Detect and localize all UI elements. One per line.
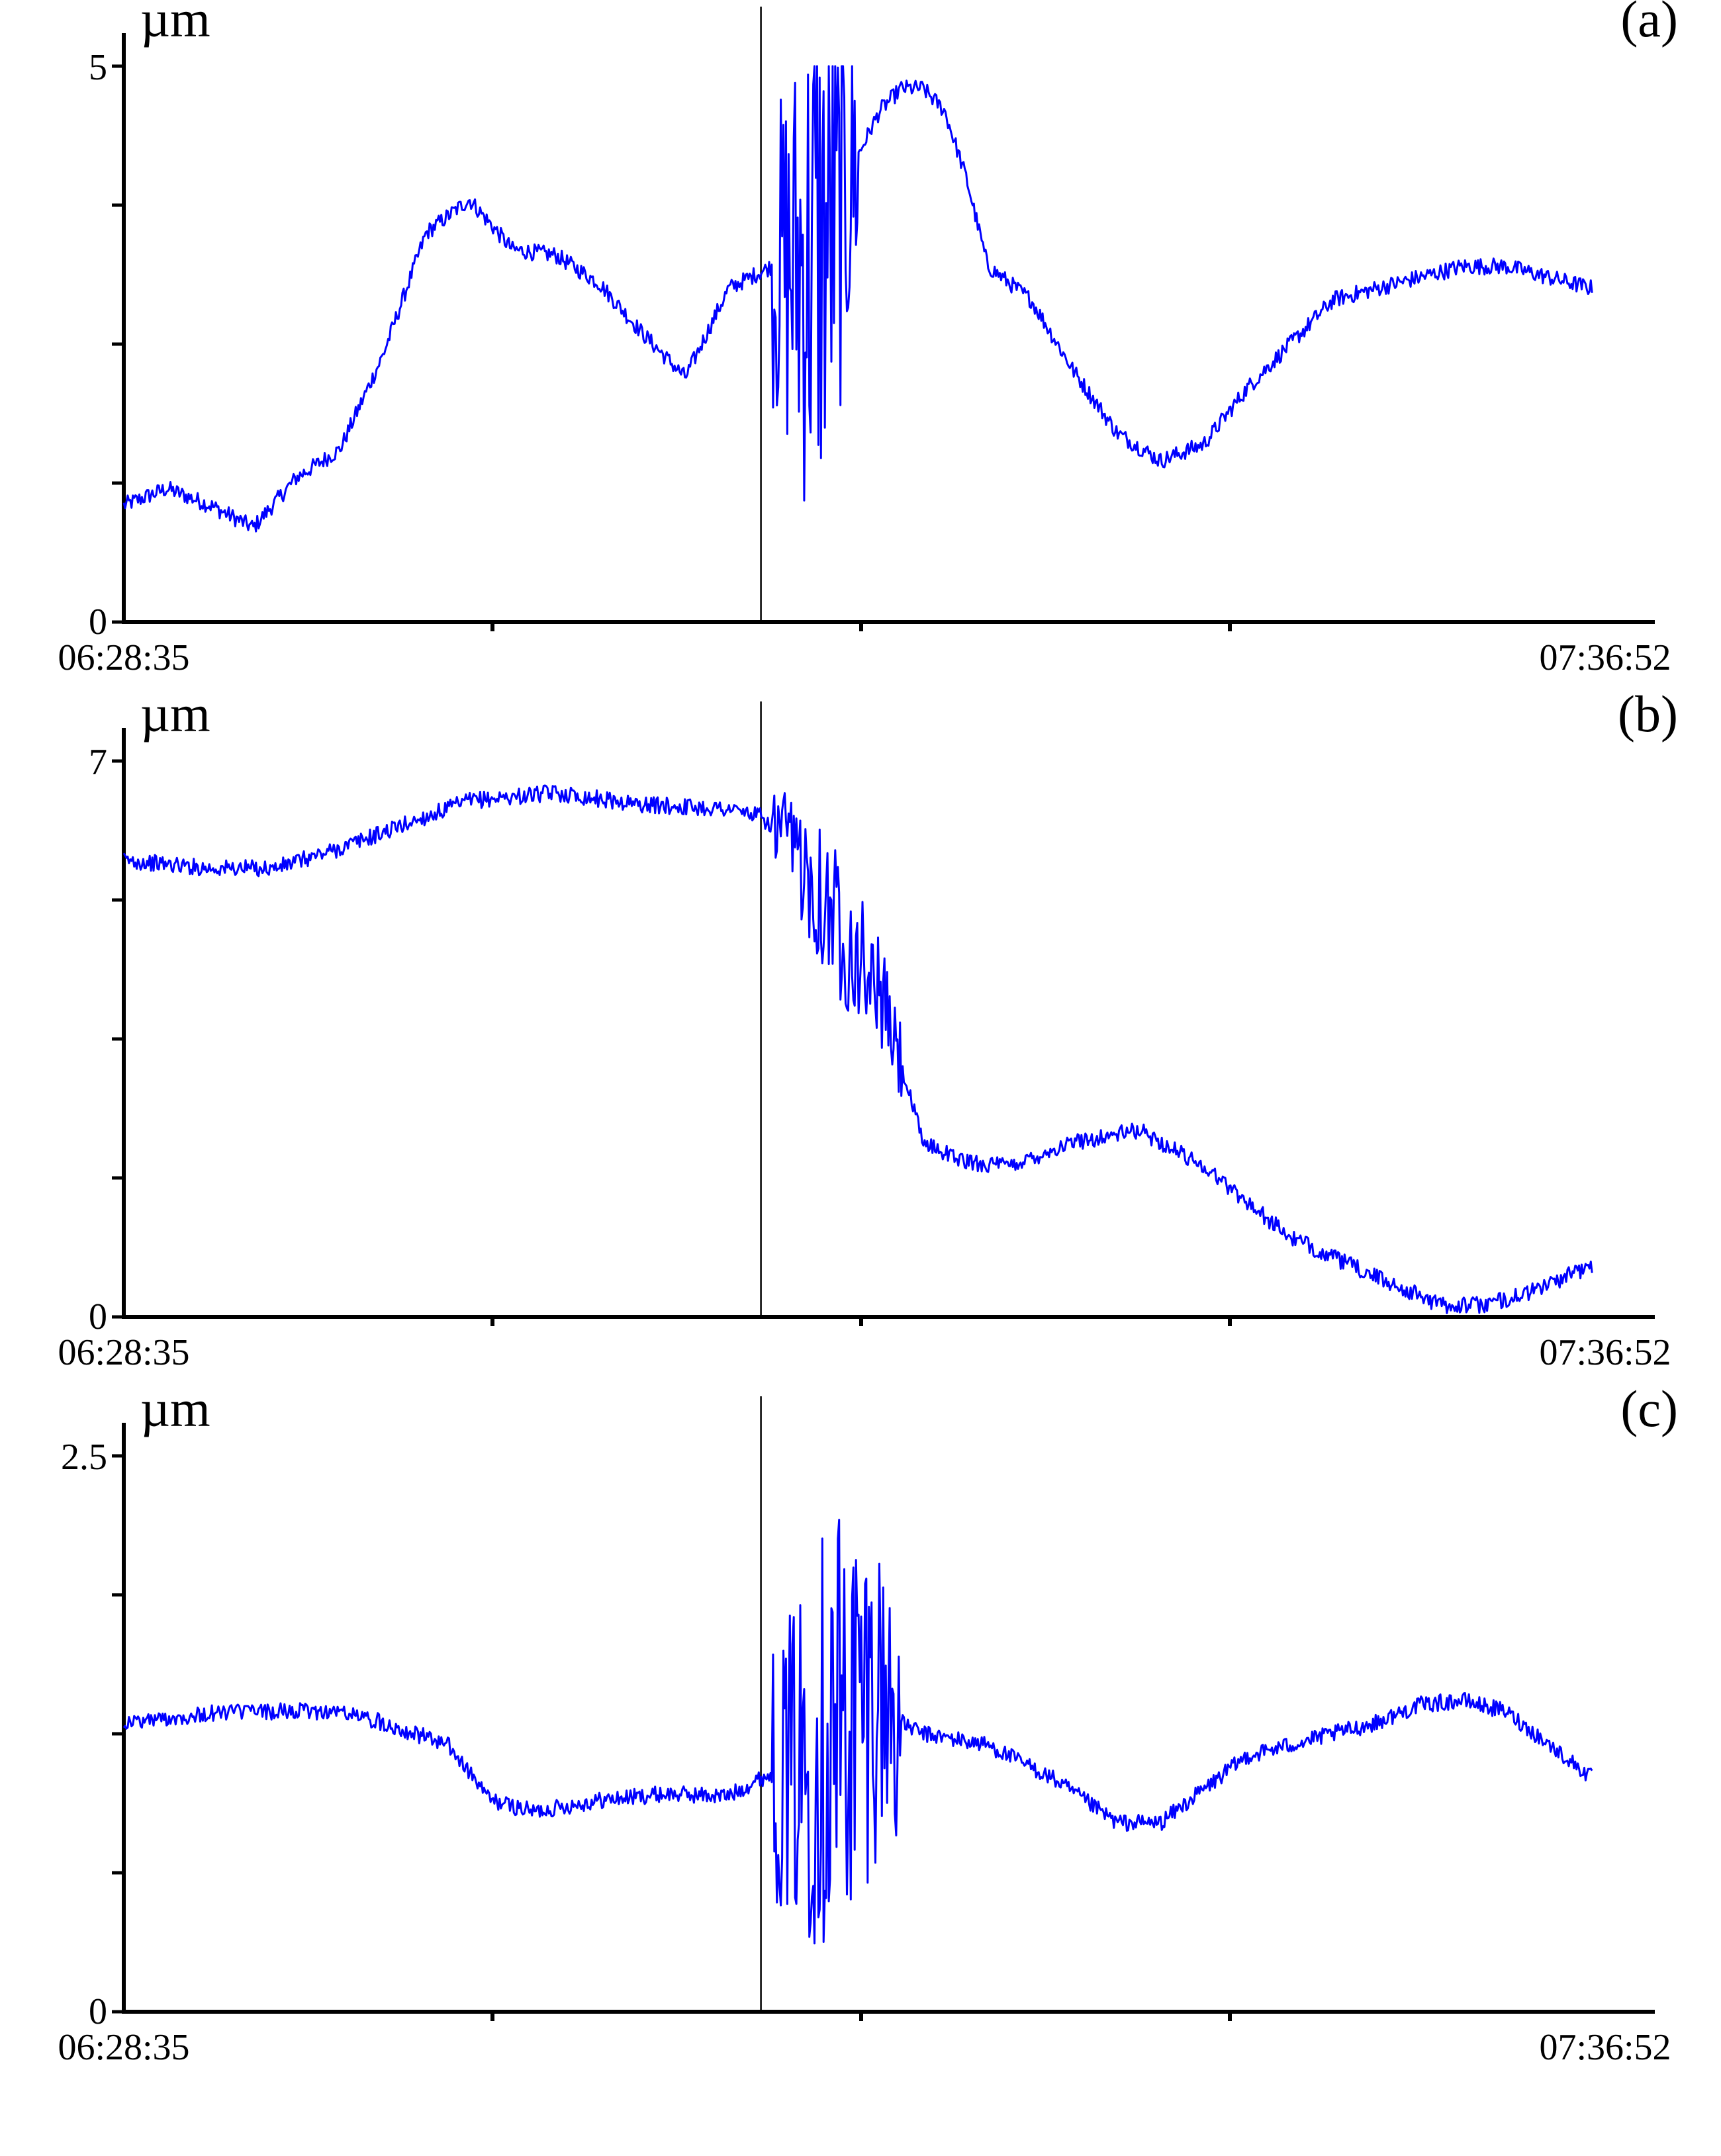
panel-label: (b) xyxy=(1618,685,1678,742)
series-line xyxy=(122,784,1593,1314)
unit-label: µm xyxy=(140,1380,210,1437)
chart-panel-2: µm (b) 0 7 06:28:35 07:36:52 xyxy=(58,685,1678,1373)
unit-label: µm xyxy=(140,685,210,742)
x-start-label: 06:28:35 xyxy=(58,2027,189,2068)
y-tick-label: 0 xyxy=(89,1991,107,2032)
y-tick-label: 0 xyxy=(89,602,107,643)
chart-panel-3: µm (c) 0 2.5 06:28:35 07:36:52 xyxy=(58,1380,1678,2068)
y-tick-label: 0 xyxy=(89,1296,107,1337)
panel-label: (c) xyxy=(1620,1380,1678,1437)
y-tick-label: 7 xyxy=(89,742,107,783)
x-end-label: 07:36:52 xyxy=(1539,637,1671,678)
x-start-label: 06:28:35 xyxy=(58,637,189,678)
y-tick-label: 2.5 xyxy=(61,1437,107,1478)
x-start-label: 06:28:35 xyxy=(58,1332,189,1373)
unit-label: µm xyxy=(140,0,210,48)
series-line xyxy=(122,1519,1593,1945)
chart-panel-1: µm (a) 0 5 06:28:35 07:36:52 xyxy=(58,0,1678,678)
x-end-label: 07:36:52 xyxy=(1539,2027,1671,2068)
y-tick-label: 5 xyxy=(89,47,107,88)
series-line xyxy=(122,65,1593,533)
panel-label: (a) xyxy=(1620,0,1678,48)
x-end-label: 07:36:52 xyxy=(1539,1332,1671,1373)
